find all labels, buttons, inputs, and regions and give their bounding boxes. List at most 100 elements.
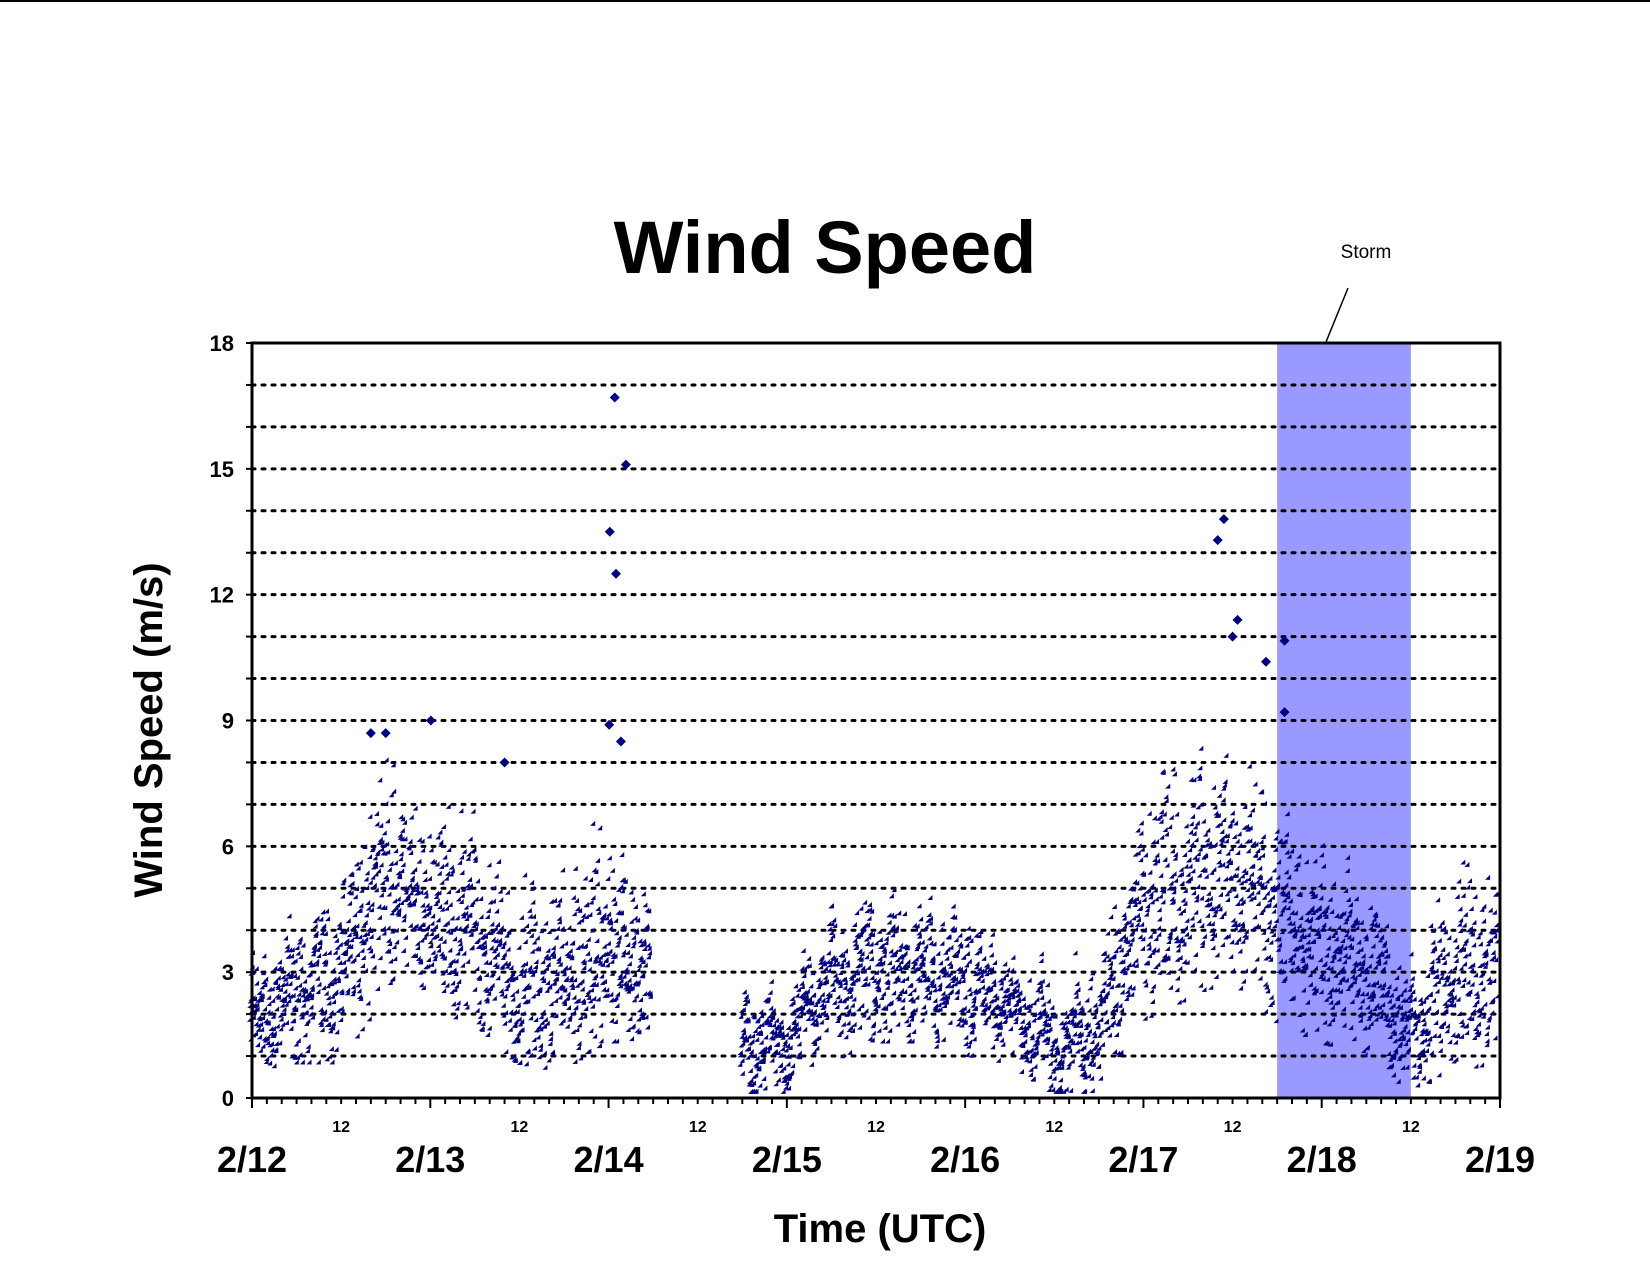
data-point	[596, 909, 602, 915]
data-point	[1061, 1088, 1067, 1094]
data-point	[1080, 1063, 1086, 1069]
data-point	[1456, 921, 1462, 927]
data-point	[914, 994, 920, 1000]
data-point	[378, 822, 384, 828]
data-point	[609, 958, 615, 964]
data-point	[1455, 1033, 1461, 1039]
data-point	[606, 911, 612, 917]
data-point	[930, 1022, 936, 1028]
data-point	[384, 818, 390, 824]
data-point	[638, 957, 644, 963]
data-point	[1172, 851, 1178, 857]
data-point	[1039, 1031, 1045, 1037]
data-point	[867, 906, 873, 912]
data-point	[311, 943, 317, 949]
data-point	[745, 1045, 751, 1051]
data-point	[925, 977, 931, 983]
data-point	[1071, 1031, 1077, 1037]
data-point	[1475, 1021, 1481, 1027]
data-point	[1251, 966, 1257, 972]
data-point	[253, 966, 259, 972]
data-point	[1468, 967, 1474, 973]
data-point	[858, 905, 864, 911]
data-point	[381, 886, 387, 892]
data-point	[278, 1016, 284, 1022]
data-point	[1036, 979, 1042, 985]
data-point	[586, 966, 592, 972]
data-point	[1142, 1015, 1148, 1021]
data-point	[1460, 859, 1466, 865]
data-point	[388, 860, 394, 866]
data-point	[1021, 1027, 1027, 1033]
data-point	[631, 997, 637, 1003]
x-hour-label: 12	[1224, 1119, 1242, 1136]
data-point	[331, 999, 337, 1005]
data-point	[332, 949, 338, 955]
data-point	[1106, 956, 1112, 962]
data-point	[353, 930, 359, 936]
data-point	[911, 922, 917, 928]
data-point	[449, 988, 455, 994]
data-point	[1295, 967, 1301, 973]
data-point	[569, 984, 575, 990]
data-point	[908, 982, 914, 988]
data-point	[1239, 873, 1245, 879]
data-point	[1448, 1055, 1454, 1061]
data-point	[354, 885, 360, 891]
data-point	[765, 996, 771, 1002]
data-point	[1387, 1034, 1393, 1040]
data-point	[1474, 999, 1480, 1005]
data-point	[528, 932, 534, 938]
data-point	[1359, 991, 1365, 997]
data-point	[1253, 841, 1259, 847]
data-point	[948, 963, 954, 969]
data-point	[775, 1077, 781, 1083]
data-point	[1228, 846, 1234, 852]
data-point	[604, 992, 610, 998]
data-point	[588, 1028, 594, 1034]
data-point	[1157, 969, 1163, 975]
data-point	[1422, 1037, 1428, 1043]
data-point	[888, 948, 894, 954]
data-point	[1484, 1042, 1490, 1048]
data-point	[270, 1013, 276, 1019]
data-point	[317, 940, 323, 946]
data-point	[912, 1007, 918, 1013]
data-point	[768, 1034, 774, 1040]
data-point	[601, 986, 607, 992]
data-point	[1146, 810, 1152, 816]
data-point	[1159, 887, 1165, 893]
data-point	[647, 990, 653, 996]
data-point	[354, 923, 360, 929]
data-point	[1070, 1040, 1076, 1046]
data-point	[331, 976, 337, 982]
data-point	[971, 1036, 977, 1042]
data-point	[307, 971, 313, 977]
data-point	[565, 995, 571, 1001]
data-point	[1352, 960, 1358, 966]
data-point	[347, 882, 353, 888]
data-point	[1042, 1018, 1048, 1024]
data-point	[823, 1012, 829, 1018]
data-point	[1075, 986, 1081, 992]
data-point	[1182, 887, 1188, 893]
data-point	[1430, 939, 1436, 945]
data-point	[1302, 1031, 1308, 1037]
data-point	[497, 940, 503, 946]
data-point	[1193, 837, 1199, 843]
data-point	[1148, 891, 1154, 897]
data-point	[1493, 957, 1499, 963]
data-point	[619, 852, 625, 858]
data-point	[477, 1013, 483, 1019]
data-point	[762, 1085, 768, 1091]
data-point	[868, 941, 874, 947]
data-point	[298, 966, 304, 972]
data-point	[640, 973, 646, 979]
data-point	[601, 943, 607, 949]
data-point	[390, 907, 396, 913]
data-point	[930, 957, 936, 963]
data-point	[448, 864, 454, 870]
data-point	[1250, 925, 1256, 931]
data-point	[1230, 967, 1236, 973]
data-point	[825, 950, 831, 956]
